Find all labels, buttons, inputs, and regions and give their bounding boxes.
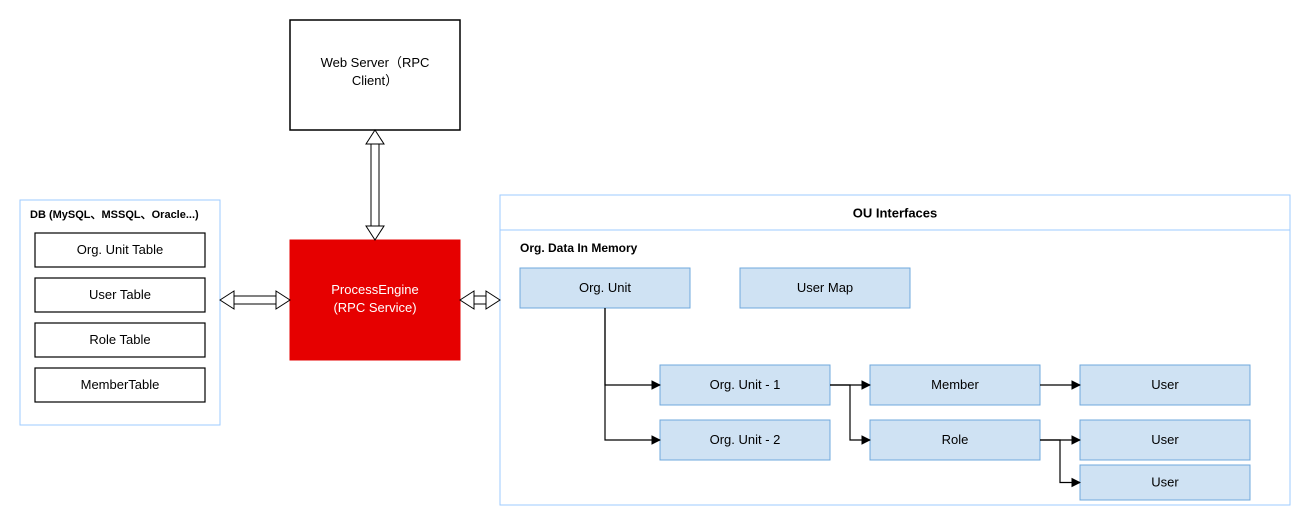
db-table-label-3: MemberTable xyxy=(81,377,160,392)
web-server-label-1: Web Server（RPC xyxy=(321,55,430,70)
org-unit-box-label: Org. Unit xyxy=(579,280,631,295)
role-box-label: Role xyxy=(942,432,969,447)
db-table-label-1: User Table xyxy=(89,287,151,302)
tree-edge-3 xyxy=(830,385,870,440)
arrow-pe-ou xyxy=(460,291,500,309)
ou-header-label: OU Interfaces xyxy=(853,206,938,221)
process-engine-label-2: (RPC Service) xyxy=(333,300,416,315)
tree-edge-0 xyxy=(605,308,660,385)
user-1-box-label: User xyxy=(1151,377,1179,392)
tree-edge-6 xyxy=(1040,440,1080,483)
mem-title: Org. Data In Memory xyxy=(520,241,638,255)
user-2-box-label: User xyxy=(1151,432,1179,447)
db-table-label-2: Role Table xyxy=(89,332,150,347)
user-map-box-label: User Map xyxy=(797,280,853,295)
user-3-box-label: User xyxy=(1151,475,1179,490)
web-server-label-2: Client） xyxy=(352,73,398,88)
process-engine-label-1: ProcessEngine xyxy=(331,282,418,297)
arrow-db-pe xyxy=(220,291,290,309)
org-unit-2-box-label: Org. Unit - 2 xyxy=(710,432,781,447)
arrow-web-pe xyxy=(366,130,384,240)
org-unit-1-box-label: Org. Unit - 1 xyxy=(710,377,781,392)
db-table-label-0: Org. Unit Table xyxy=(77,242,163,257)
tree-edge-1 xyxy=(605,308,660,440)
db-panel-title: DB (MySQL、MSSQL、Oracle...) xyxy=(30,209,199,221)
member-box-label: Member xyxy=(931,377,979,392)
